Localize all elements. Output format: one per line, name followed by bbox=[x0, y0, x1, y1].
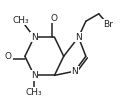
Text: N: N bbox=[31, 71, 38, 80]
Text: O: O bbox=[5, 52, 12, 61]
Text: CH₃: CH₃ bbox=[26, 88, 42, 97]
Text: N: N bbox=[31, 33, 38, 42]
Text: Br: Br bbox=[103, 20, 113, 29]
Text: N: N bbox=[71, 67, 78, 76]
Text: O: O bbox=[51, 14, 58, 23]
Text: N: N bbox=[75, 33, 82, 42]
Text: CH₃: CH₃ bbox=[13, 16, 30, 25]
